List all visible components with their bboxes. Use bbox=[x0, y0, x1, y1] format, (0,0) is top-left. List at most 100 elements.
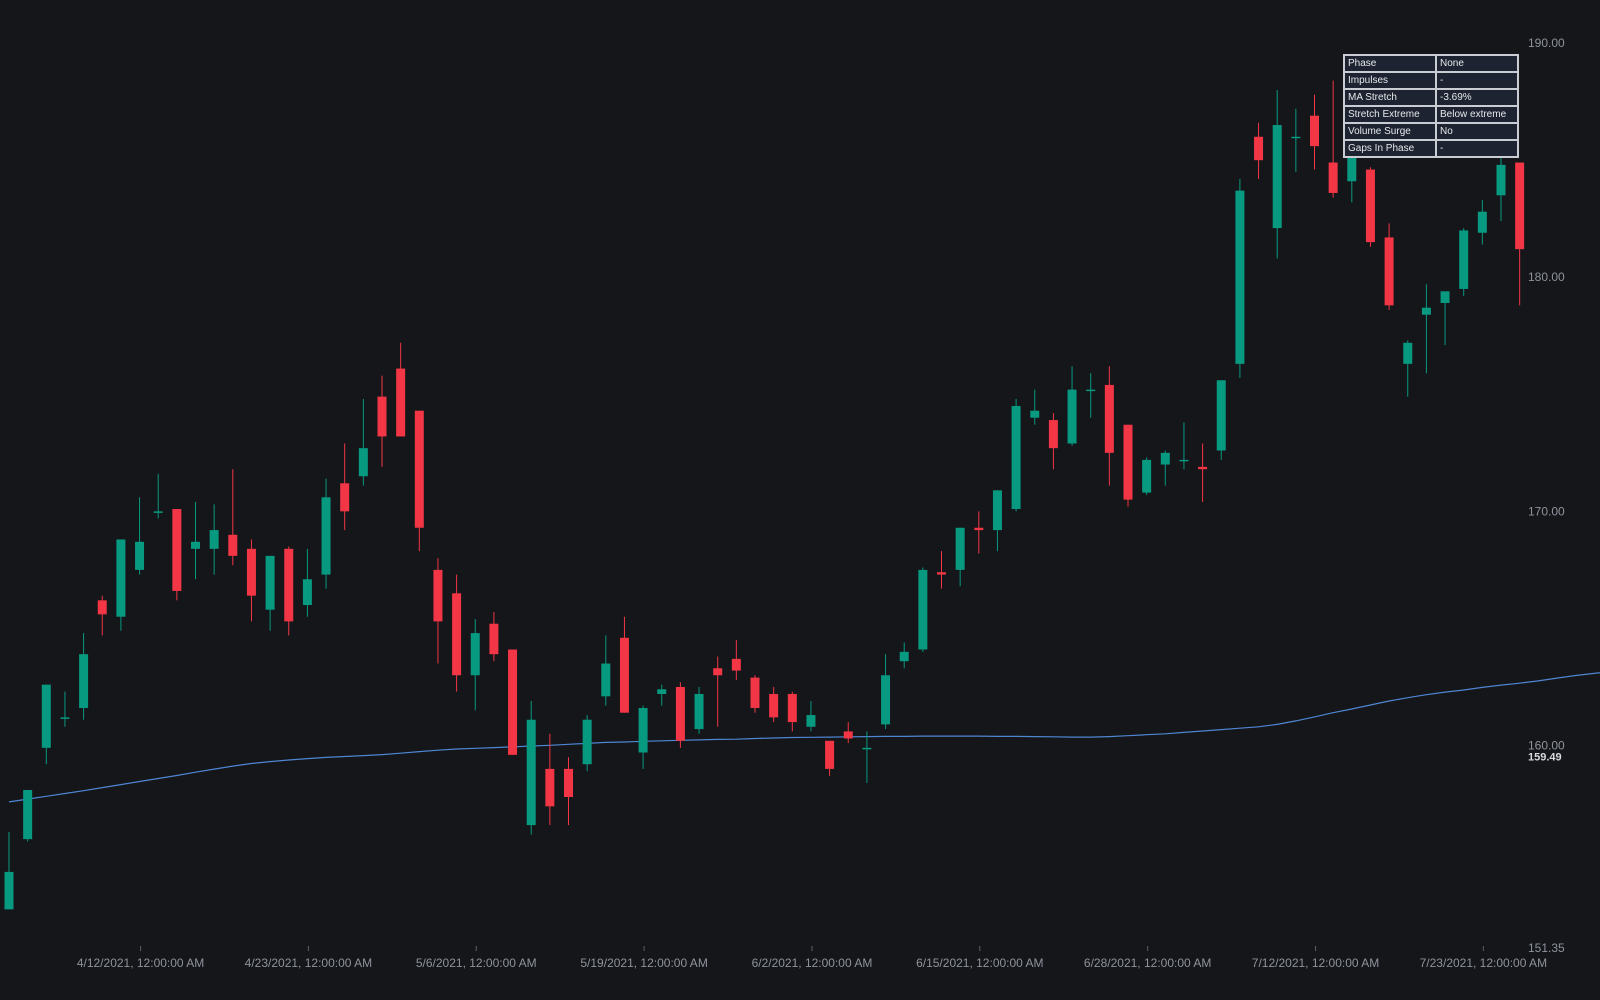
info-key: MA Stretch bbox=[1343, 88, 1437, 107]
candle-up bbox=[1477, 199, 1487, 245]
candle-body bbox=[1310, 115, 1319, 147]
candle-body bbox=[1179, 459, 1189, 462]
candle-body bbox=[787, 693, 797, 723]
candle-body bbox=[1067, 389, 1077, 444]
candle-up bbox=[862, 731, 872, 783]
candle-body bbox=[1142, 459, 1152, 493]
candle-body bbox=[1160, 452, 1170, 465]
candle-body bbox=[825, 740, 835, 769]
info-row-impulses: Impulses - bbox=[1343, 71, 1519, 90]
candle-up bbox=[1011, 398, 1021, 512]
candle-body bbox=[377, 396, 387, 437]
candle-body bbox=[191, 541, 200, 549]
candle-body bbox=[135, 541, 145, 570]
x-axis-tick-label: 6/2/2021, 12:00:00 AM bbox=[752, 956, 873, 970]
candle-up bbox=[265, 555, 275, 631]
candle-body bbox=[1459, 230, 1469, 289]
candle-up bbox=[1459, 228, 1469, 296]
candle-down bbox=[545, 733, 555, 826]
candle-down bbox=[340, 443, 350, 531]
candle-body bbox=[619, 637, 629, 713]
candle-body bbox=[414, 410, 424, 528]
candle-down bbox=[843, 722, 853, 744]
candle-up bbox=[1403, 340, 1413, 397]
candle-body bbox=[172, 509, 182, 591]
candle-body bbox=[489, 623, 499, 655]
candle-up bbox=[4, 832, 14, 910]
candle-down bbox=[1254, 122, 1264, 179]
candle-body bbox=[731, 658, 741, 671]
candle-body bbox=[265, 555, 275, 610]
candle-up bbox=[955, 527, 965, 587]
info-row-phase: Phase None bbox=[1343, 54, 1519, 73]
candle-body bbox=[246, 548, 256, 596]
candle-down bbox=[731, 640, 741, 680]
candle-body bbox=[694, 693, 704, 730]
candle-up bbox=[1291, 108, 1301, 172]
candle-up bbox=[526, 701, 536, 835]
candle-down bbox=[1515, 162, 1525, 306]
candle-down bbox=[675, 682, 685, 748]
y-axis-tick-label: 160.00 bbox=[1528, 738, 1565, 752]
candle-body bbox=[433, 569, 443, 622]
candle-body bbox=[97, 600, 107, 615]
candle-down bbox=[937, 551, 946, 589]
candle-up bbox=[1179, 422, 1189, 470]
info-key: Phase bbox=[1343, 54, 1437, 73]
candle-body bbox=[79, 654, 89, 709]
candle-down bbox=[564, 757, 573, 826]
candle-body bbox=[899, 651, 909, 662]
candle-up bbox=[1142, 457, 1152, 495]
candles-group bbox=[4, 80, 1525, 910]
candle-body bbox=[806, 715, 816, 727]
candle-down bbox=[284, 546, 294, 636]
candle-body bbox=[862, 747, 872, 750]
candle-body bbox=[60, 717, 70, 719]
candle-up bbox=[23, 789, 33, 842]
candle-body bbox=[1011, 406, 1021, 510]
info-row-stretch-extreme: Stretch Extreme Below extreme bbox=[1343, 105, 1519, 124]
info-value: - bbox=[1435, 139, 1519, 158]
candle-body bbox=[675, 686, 685, 741]
candle-down bbox=[377, 375, 387, 467]
candle-body bbox=[321, 497, 331, 575]
phase-info-table: Phase None Impulses - MA Stretch -3.69% … bbox=[1343, 54, 1519, 158]
info-value: Below extreme bbox=[1435, 105, 1519, 124]
candle-down bbox=[1384, 223, 1394, 311]
y-axis-tick-label: 170.00 bbox=[1528, 504, 1565, 518]
candle-up bbox=[135, 497, 145, 575]
x-axis-tick-label: 5/19/2021, 12:00:00 AM bbox=[580, 956, 707, 970]
candle-body bbox=[284, 548, 294, 622]
candle-up bbox=[1496, 146, 1506, 222]
candle-body bbox=[153, 511, 163, 513]
candle-up bbox=[1067, 366, 1077, 446]
info-key: Stretch Extreme bbox=[1343, 105, 1437, 124]
candle-up bbox=[992, 490, 1002, 552]
candle-body bbox=[1216, 380, 1226, 451]
candle-body bbox=[1384, 237, 1394, 306]
candle-up bbox=[601, 635, 611, 706]
y-axis-tick-label: 190.00 bbox=[1528, 36, 1565, 50]
info-value: No bbox=[1435, 122, 1519, 141]
candle-body bbox=[1365, 169, 1375, 243]
candle-body bbox=[992, 490, 1002, 531]
candle-down bbox=[1198, 443, 1208, 502]
candle-down bbox=[1328, 80, 1338, 198]
candle-body bbox=[228, 534, 238, 556]
candle-up bbox=[1160, 450, 1170, 486]
candle-down bbox=[713, 656, 723, 727]
candle-body bbox=[1254, 136, 1264, 161]
candle-down bbox=[1123, 424, 1133, 507]
candle-body bbox=[657, 689, 667, 694]
candle-body bbox=[23, 789, 33, 840]
candle-body bbox=[1198, 466, 1208, 470]
candle-up bbox=[41, 684, 51, 765]
candle-body bbox=[1403, 342, 1413, 364]
candle-body bbox=[1235, 190, 1245, 364]
candle-down bbox=[508, 649, 518, 755]
candle-up bbox=[1086, 373, 1096, 418]
candle-body bbox=[564, 768, 573, 797]
candle-body bbox=[1123, 424, 1133, 500]
